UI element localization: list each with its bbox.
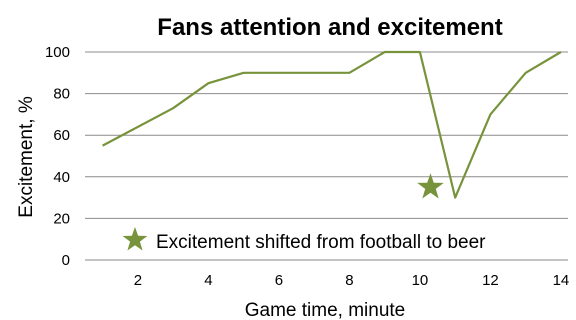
y-tick-label: 60	[53, 127, 70, 144]
chart-title: Fans attention and excitement	[157, 14, 502, 41]
x-tick-label: 2	[134, 272, 142, 289]
star-marker	[417, 173, 444, 199]
marker-layer	[417, 173, 444, 199]
y-tick-label: 80	[53, 86, 70, 103]
x-tick-label: 14	[553, 272, 570, 289]
y-tick-label: 20	[53, 210, 70, 227]
x-axis-label: Game time, minute	[245, 300, 406, 320]
x-tick-label: 12	[482, 272, 499, 289]
series-layer	[102, 50, 562, 199]
annotation-star-icon	[122, 227, 148, 251]
grid	[85, 51, 568, 219]
series-line-0	[102, 50, 562, 199]
x-tick-label: 10	[412, 272, 429, 289]
y-tick-labels: 0 20 40 60 80 100	[45, 44, 70, 269]
y-tick-label: 0	[62, 252, 70, 269]
annotation-text: Excitement shifted from football to beer	[156, 232, 486, 253]
x-tick-label: 8	[345, 272, 353, 289]
y-tick-label: 100	[45, 44, 70, 61]
y-tick-label: 40	[53, 169, 70, 186]
x-tick-label: 6	[275, 272, 283, 289]
x-tick-labels: 2 4 6 8 10 12 14	[134, 272, 570, 289]
y-axis-label: Excitement, %	[16, 96, 37, 218]
x-tick-label: 4	[204, 272, 212, 289]
